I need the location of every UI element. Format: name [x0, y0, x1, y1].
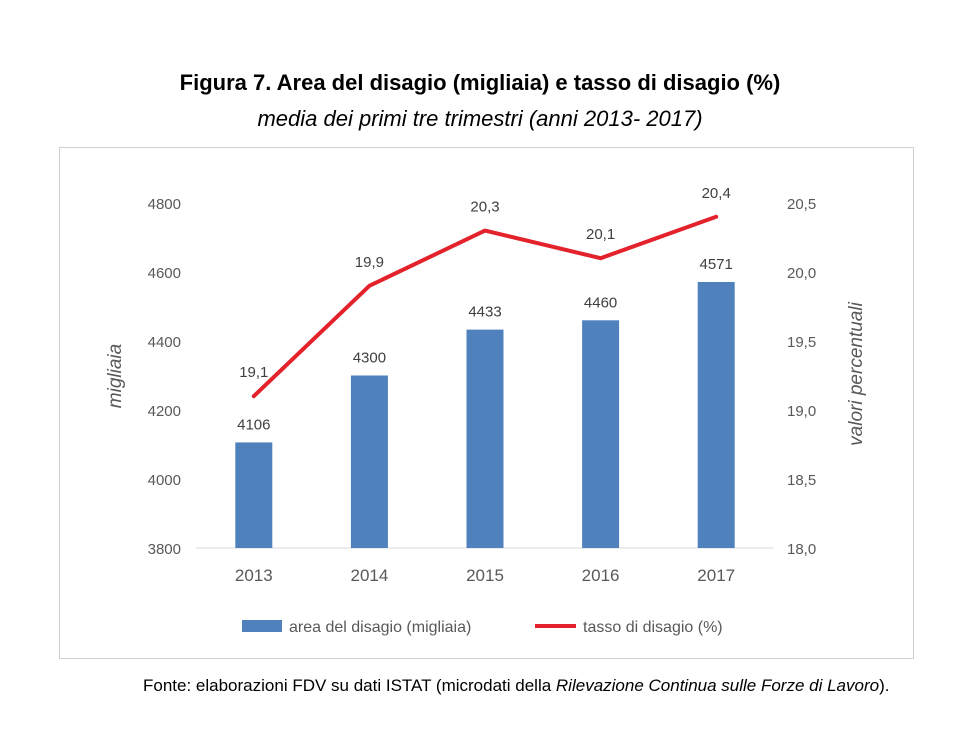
bar — [582, 320, 620, 548]
bar-data-label: 4571 — [700, 256, 733, 273]
left-tick-label: 4800 — [148, 196, 181, 213]
x-tick-label: 2017 — [697, 566, 735, 585]
line-series — [251, 214, 719, 399]
source-note: Fonte: elaborazioni FDV su dati ISTAT (m… — [143, 676, 889, 696]
legend-bar-label: area del disagio (migliaia) — [289, 619, 471, 636]
source-prefix: Fonte: elaborazioni FDV su dati ISTAT (m… — [143, 676, 556, 695]
left-tick-label: 4200 — [148, 403, 181, 420]
right-tick-label: 18,0 — [787, 541, 816, 558]
left-axis-title: migliaia — [105, 344, 126, 408]
x-tick-label: 2014 — [350, 566, 388, 585]
bar — [235, 442, 273, 548]
right-tick-label: 20,5 — [787, 196, 816, 213]
bar — [697, 282, 735, 548]
left-tick-label: 3800 — [148, 541, 181, 558]
x-tick-label: 2016 — [582, 566, 620, 585]
bar — [466, 329, 504, 548]
legend-bar-swatch — [242, 620, 282, 632]
left-tick-label: 4600 — [148, 265, 181, 282]
x-tick-label: 2013 — [235, 566, 273, 585]
bar-data-label: 4460 — [584, 294, 617, 311]
chart-frame — [59, 147, 914, 659]
x-tick-label: 2015 — [466, 566, 504, 585]
bar — [350, 375, 388, 548]
line-data-label: 20,3 — [470, 199, 499, 216]
bar-data-label: 4433 — [468, 304, 501, 321]
right-tick-label: 19,5 — [787, 334, 816, 351]
source-italic: Rilevazione Continua sulle Forze di Lavo… — [555, 676, 880, 695]
line-data-label: 19,9 — [355, 254, 384, 271]
line-data-label: 20,1 — [586, 226, 615, 243]
source-suffix: ). — [879, 676, 890, 695]
right-axis-title: valori percentuali — [846, 301, 867, 445]
line-data-label: 19,1 — [239, 364, 268, 381]
line-data-label: 20,4 — [702, 185, 731, 202]
chart-title: Figura 7. Area del disagio (migliaia) e … — [179, 70, 781, 95]
left-tick-label: 4000 — [148, 472, 181, 489]
bar-data-label: 4300 — [353, 350, 386, 367]
legend-line-label: tasso di disagio (%) — [583, 619, 723, 636]
right-tick-label: 19,0 — [787, 403, 816, 420]
chart-subtitle: media dei primi tre trimestri (anni 2013… — [257, 106, 703, 131]
right-tick-label: 20,0 — [787, 265, 816, 282]
right-tick-label: 18,5 — [787, 472, 816, 489]
bar-data-label: 4106 — [237, 416, 270, 433]
left-tick-label: 4400 — [148, 334, 181, 351]
